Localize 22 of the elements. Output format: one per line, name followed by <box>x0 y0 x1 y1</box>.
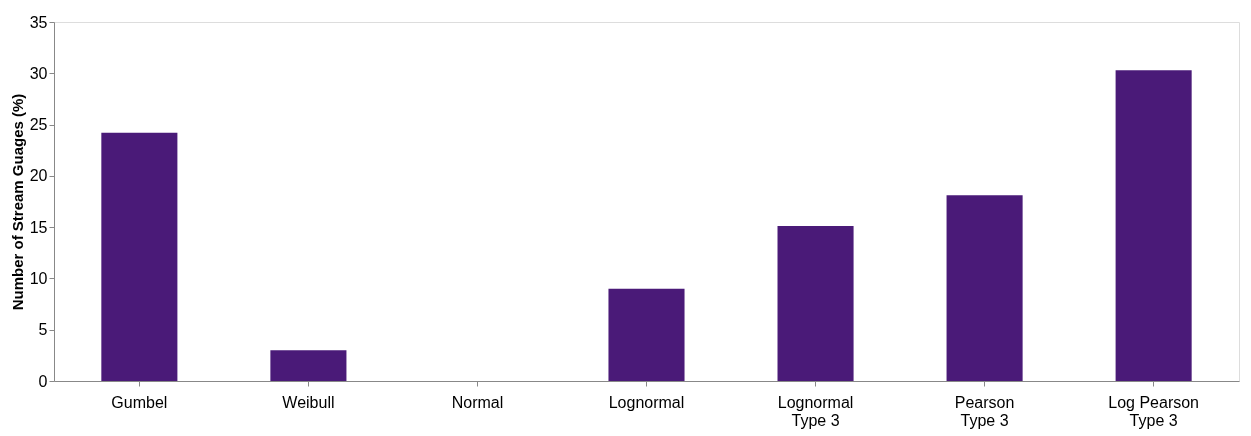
y-tick-label: 5 <box>38 321 48 339</box>
x-tick-label: Log Pearson Type 3 <box>1108 393 1199 429</box>
bar <box>608 288 685 381</box>
y-tick-label: 20 <box>29 167 48 185</box>
y-tick-label: 15 <box>29 218 48 236</box>
y-tick-label: 0 <box>38 372 48 390</box>
y-tick-label: 35 <box>29 13 48 31</box>
y-tick-label: 30 <box>29 64 48 82</box>
bar <box>1115 70 1192 381</box>
y-axis-title: Number of Stream Guages (%) <box>8 93 26 311</box>
x-tick-label: Gumbel <box>111 393 168 411</box>
y-tick-label: 25 <box>29 116 48 134</box>
bar <box>777 226 854 381</box>
x-tick-label: Weibull <box>282 393 335 411</box>
x-tick-label: Pearson Type 3 <box>954 393 1015 429</box>
y-tick-label: 10 <box>29 269 48 287</box>
x-tick-label: Lognormal <box>608 393 685 411</box>
bar <box>101 132 178 381</box>
x-tick-label: Lognormal Type 3 <box>777 393 854 429</box>
x-tick-label: Normal <box>451 393 504 411</box>
bar <box>946 195 1023 381</box>
bar <box>270 350 347 381</box>
